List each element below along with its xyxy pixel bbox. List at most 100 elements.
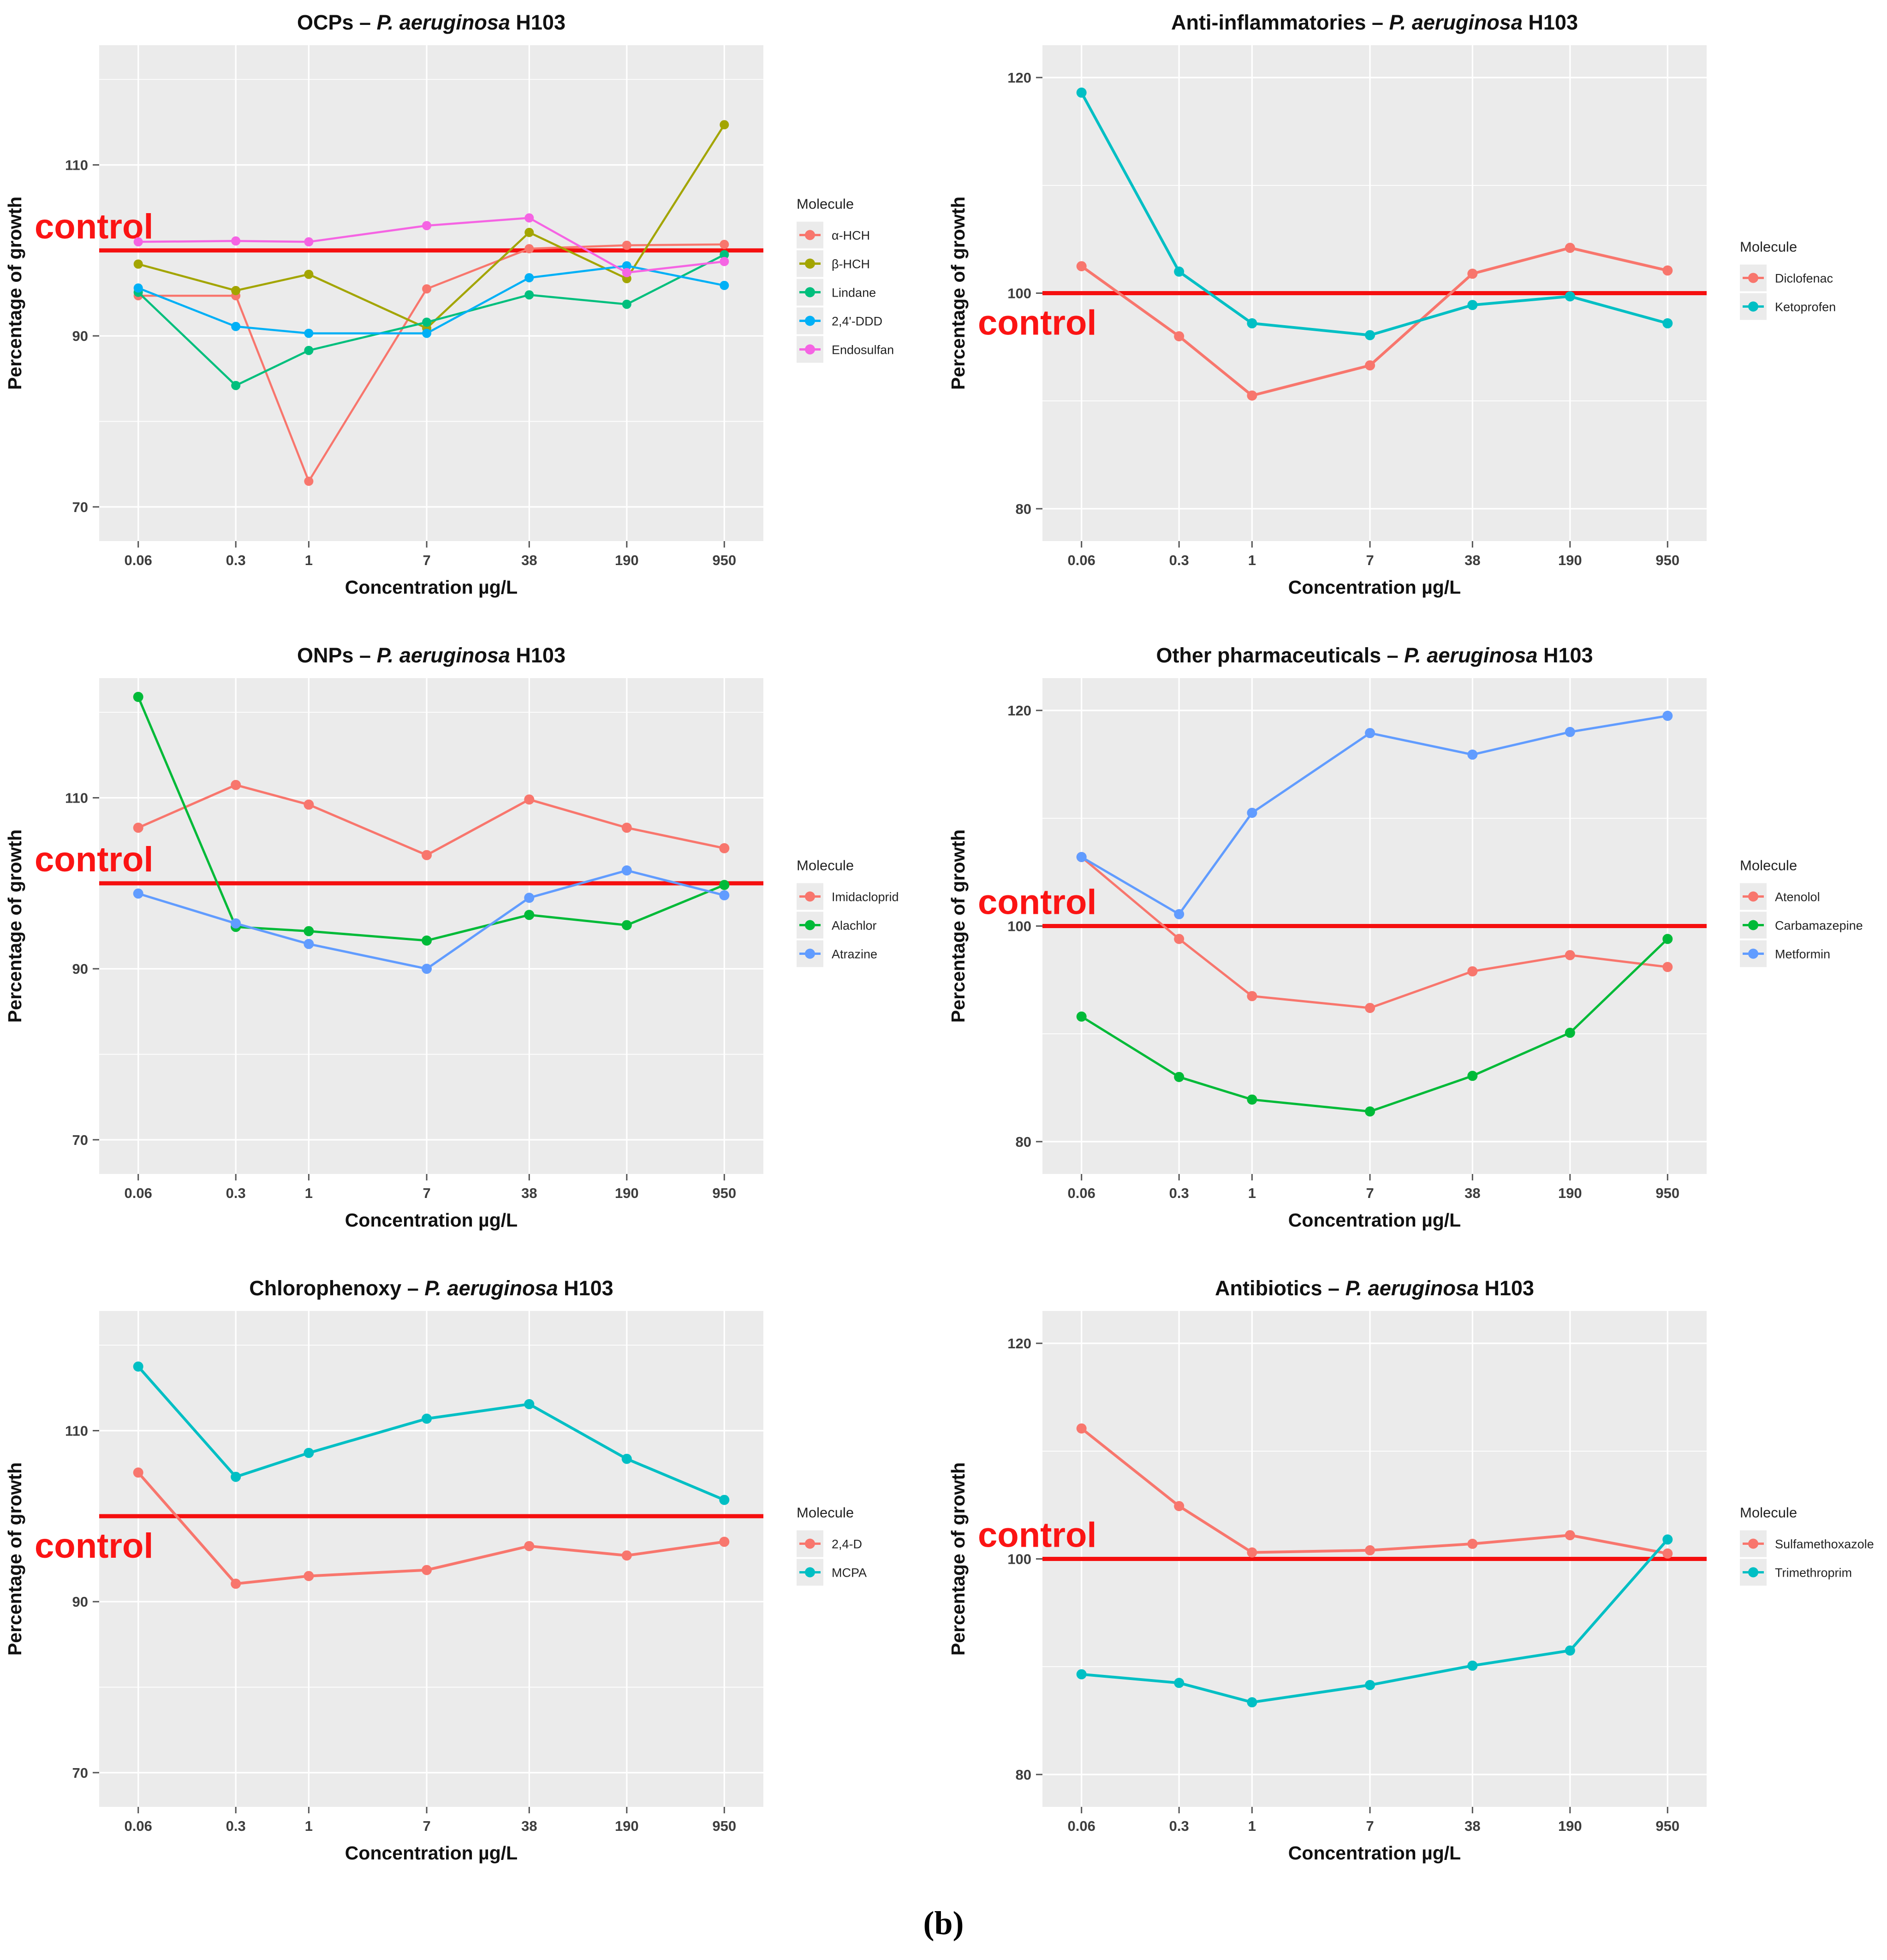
data-point-Sulfamethoxazole-190 [1565, 1530, 1575, 1541]
y-tick-label: 90 [72, 961, 88, 977]
data-point-Endosulfan-7 [422, 221, 432, 231]
legend-key-point [805, 287, 815, 298]
data-point-Ketoprofen-190 [1565, 291, 1575, 302]
data-point-α-HCH-38 [524, 244, 534, 254]
legend-title: Molecule [797, 1505, 854, 1521]
y-tick-label: 110 [65, 790, 88, 806]
data-point-MCPA-950 [719, 1495, 730, 1505]
data-point-2,4'-DDD-950 [720, 280, 729, 290]
data-point-Atrazine-950 [719, 890, 730, 900]
data-point-Carbamazepine-0.06 [1076, 1011, 1087, 1022]
chart-title-species: P. aeruginosa [1404, 643, 1537, 667]
chart-title-species: P. aeruginosa [424, 1276, 558, 1300]
y-tick-label: 120 [1007, 703, 1031, 719]
legend-label-2,4-D: 2,4-D [832, 1537, 862, 1551]
x-tick-label: 38 [521, 552, 537, 568]
control-label: control [35, 1526, 154, 1566]
data-point-Ketoprofen-1 [1247, 318, 1257, 328]
data-point-Metformin-38 [1467, 749, 1478, 760]
data-point-Trimethroprim-0.3 [1174, 1678, 1185, 1688]
x-tick-label: 1 [1248, 1185, 1256, 1201]
data-point-Diclofenac-0.06 [1076, 261, 1087, 272]
chart-title-species: P. aeruginosa [377, 643, 510, 667]
x-tick-label: 190 [615, 1818, 639, 1834]
legend-key-point [805, 344, 815, 355]
data-point-2,4'-DDD-190 [622, 261, 631, 271]
chart-title-prefix: Anti-inflammatories – [1171, 11, 1389, 34]
data-point-Atenolol-950 [1662, 962, 1673, 972]
chart-3: control 80 100 120 0.06 0.3 1 7 38 190 950 Concentr… [947, 643, 1863, 1231]
x-tick-label: 0.3 [1169, 1818, 1189, 1834]
data-point-Imidacloprid-1 [304, 799, 314, 810]
data-point-Lindane-7 [422, 317, 432, 327]
y-tick-label: 100 [1007, 286, 1031, 302]
x-tick-label: 1 [1248, 1818, 1256, 1834]
data-point-Carbamazepine-38 [1467, 1071, 1478, 1081]
data-point-Sulfamethoxazole-7 [1365, 1545, 1375, 1555]
x-tick-label: 7 [1366, 1818, 1374, 1834]
legend-key-point [1748, 301, 1758, 312]
x-tick-label: 0.3 [226, 552, 246, 568]
data-point-2,4'-DDD-0.3 [231, 322, 241, 331]
x-axis-title: Concentration µg/L [345, 1209, 518, 1231]
data-point-Atenolol-190 [1565, 950, 1575, 960]
chart-cell-ocps: control 70 90 110 0.06 0.3 1 7 38 190 950 Concentra… [0, 4, 943, 637]
legend-key-point [805, 920, 815, 930]
data-point-Atrazine-1 [304, 939, 314, 949]
chart-cell-other-pharmaceuticals: control 80 100 120 0.06 0.3 1 7 38 190 950 Concentr… [943, 637, 1887, 1269]
x-tick-label: 7 [423, 1185, 430, 1201]
chart-title-prefix: Other pharmaceuticals – [1156, 643, 1404, 667]
figure-sublabel: (b) [923, 1905, 964, 1942]
legend-label-Diclofenac: Diclofenac [1775, 272, 1833, 286]
data-point-2,4'-DDD-0.06 [133, 283, 143, 293]
chart-title: ONPs – P. aeruginosa H103 [297, 643, 566, 667]
chart-5: control 80 100 120 0.06 0.3 1 7 38 190 950 Concentr… [947, 1276, 1874, 1864]
chart-4: control 70 90 110 0.06 0.3 1 7 38 190 950 Concentra… [4, 1276, 867, 1864]
chart-grid: control 70 90 110 0.06 0.3 1 7 38 190 950 Concentra… [0, 4, 1887, 1864]
data-point-Trimethroprim-0.06 [1076, 1669, 1087, 1680]
data-point-Ketoprofen-0.06 [1076, 87, 1087, 98]
x-tick-label: 7 [423, 552, 430, 568]
data-point-Atrazine-7 [422, 964, 432, 974]
legend-label-α-HCH: α-HCH [832, 229, 870, 243]
y-tick-label: 110 [65, 1423, 88, 1439]
data-point-Alachlor-38 [524, 910, 535, 920]
data-point-Ketoprofen-0.3 [1174, 266, 1185, 277]
data-point-Ketoprofen-950 [1662, 318, 1673, 328]
data-point-Imidacloprid-0.3 [231, 780, 241, 790]
y-axis-title: Percentage of growth [947, 829, 969, 1023]
data-point-Alachlor-950 [719, 880, 730, 890]
x-axis-title: Concentration µg/L [1288, 577, 1461, 598]
x-tick-label: 0.06 [1068, 552, 1095, 568]
data-point-Ketoprofen-7 [1365, 330, 1375, 340]
data-point-Diclofenac-190 [1565, 243, 1575, 253]
data-point-Trimethroprim-950 [1662, 1534, 1673, 1545]
data-point-β-HCH-0.3 [231, 286, 241, 295]
control-label: control [978, 1516, 1097, 1555]
data-point-Sulfamethoxazole-38 [1467, 1538, 1478, 1549]
data-point-Carbamazepine-190 [1565, 1027, 1575, 1038]
legend-label-Endosulfan: Endosulfan [832, 343, 894, 357]
legend-label-Carbamazepine: Carbamazepine [1775, 919, 1863, 933]
chart-title-suffix: H103 [510, 11, 566, 34]
data-point-2,4-D-0.3 [231, 1579, 241, 1589]
data-point-Diclofenac-38 [1467, 268, 1478, 279]
y-tick-label: 80 [1016, 1767, 1031, 1783]
data-point-Atrazine-0.3 [231, 918, 241, 929]
data-point-MCPA-7 [422, 1413, 432, 1424]
data-point-Diclofenac-1 [1247, 390, 1257, 401]
legend-title: Molecule [1740, 858, 1797, 874]
legend-label-Ketoprofen: Ketoprofen [1775, 300, 1836, 314]
x-tick-label: 0.3 [1169, 552, 1189, 568]
x-axis-title: Concentration µg/L [1288, 1842, 1461, 1864]
legend-label-2,4'-DDD: 2,4'-DDD [832, 315, 882, 328]
chart-title: Chlorophenoxy – P. aeruginosa H103 [249, 1276, 613, 1300]
data-point-2,4'-DDD-1 [304, 328, 314, 338]
data-point-Imidacloprid-0.06 [133, 822, 143, 833]
y-tick-label: 120 [1007, 1335, 1031, 1352]
data-point-β-HCH-950 [720, 120, 729, 130]
data-point-Carbamazepine-1 [1247, 1094, 1257, 1105]
legend-key-point [805, 1567, 815, 1578]
data-point-Lindane-190 [622, 299, 631, 309]
data-point-2,4-D-190 [621, 1550, 632, 1561]
